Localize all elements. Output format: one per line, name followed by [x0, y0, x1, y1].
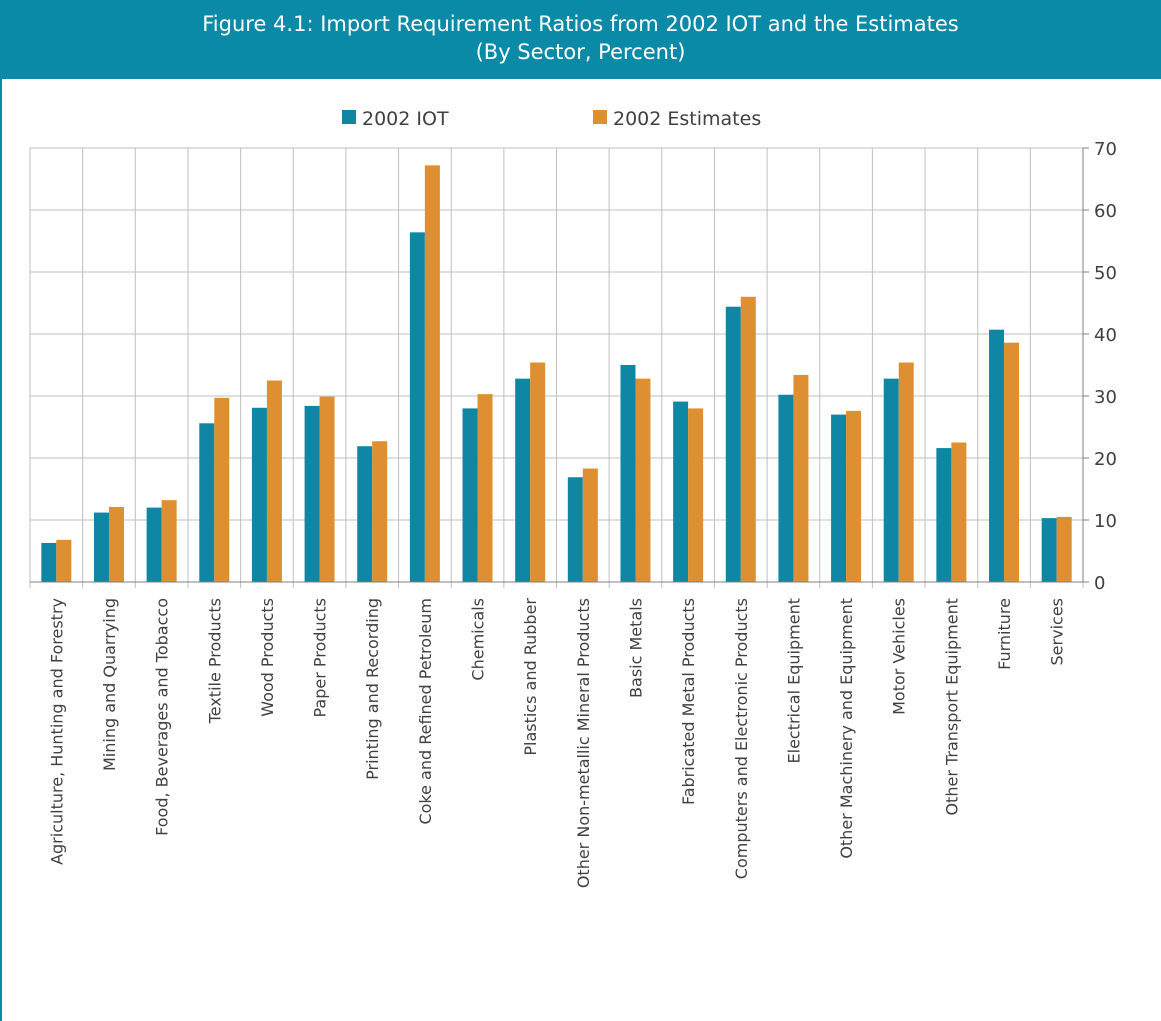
bar-2002-estimates [214, 397, 230, 582]
bar-2002-iot [462, 408, 478, 582]
figure-title: Figure 4.1: Import Requirement Ratios fr… [202, 12, 959, 36]
bar-2002-estimates [266, 380, 282, 582]
category-label: Basic Metals [626, 598, 645, 698]
category-label: Wood Products [258, 598, 277, 717]
bar-2002-iot [620, 365, 636, 582]
bar-2002-iot [673, 401, 689, 582]
bar-2002-iot [199, 423, 215, 582]
bar-2002-estimates [108, 506, 124, 582]
legend-label-iot: 2002 IOT [362, 108, 449, 130]
category-label: Paper Products [311, 598, 330, 717]
bar-2002-iot [251, 407, 267, 582]
y-tick-label: 30 [1094, 387, 1117, 408]
bar-2002-iot [1041, 518, 1057, 582]
legend-swatch-estimates [593, 110, 607, 124]
bar-2002-estimates [161, 500, 177, 582]
category-label: Agriculture, Hunting and Forestry [47, 598, 66, 865]
bar-2002-estimates [951, 442, 967, 582]
bar-2002-estimates [477, 394, 493, 582]
bar-2002-estimates [793, 374, 809, 582]
legend-swatch-iot [342, 110, 356, 124]
bar-2002-iot [936, 448, 952, 582]
category-label: Printing and Recording [363, 598, 382, 780]
y-tick-label: 50 [1094, 263, 1117, 284]
bar-2002-estimates [319, 396, 335, 582]
bar-2002-iot [883, 378, 899, 582]
bar-2002-estimates [424, 165, 440, 583]
legend: 2002 IOT 2002 Estimates [342, 108, 761, 130]
category-label: Coke and Refined Petroleum [416, 598, 435, 825]
category-label: Fabricated Metal Products [679, 598, 698, 805]
y-tick-label: 40 [1094, 325, 1117, 346]
category-label: Other Machinery and Equipment [837, 598, 856, 859]
category-label: Mining and Quarrying [100, 598, 119, 771]
bar-2002-iot [567, 477, 583, 582]
bar-2002-iot [357, 446, 373, 582]
y-tick-label: 60 [1094, 201, 1117, 222]
bar-2002-iot [409, 232, 425, 582]
figure-subtitle: (By Sector, Percent) [475, 40, 686, 64]
category-label: Other Non-metallic Mineral Products [574, 598, 593, 888]
category-label: Textile Products [205, 598, 224, 724]
bar-2002-iot [93, 512, 109, 582]
bar-2002-estimates [372, 441, 388, 582]
category-label: Plastics and Rubber [521, 598, 540, 756]
y-tick-label: 70 [1094, 139, 1117, 160]
bar-2002-estimates [1004, 342, 1020, 582]
category-label: Computers and Electronic Products [732, 598, 751, 879]
bars [41, 165, 1072, 583]
legend-label-estimates: 2002 Estimates [613, 108, 761, 130]
bar-2002-estimates [635, 378, 651, 582]
bar-2002-estimates [530, 362, 546, 582]
bar-2002-iot [989, 329, 1005, 582]
bar-2002-iot [515, 378, 531, 582]
frame-left-border [0, 79, 2, 1021]
bar-2002-estimates [688, 408, 704, 582]
category-label: Food, Beverages and Tobacco [153, 598, 172, 836]
bar-2002-iot [304, 405, 320, 582]
bar-2002-estimates [740, 296, 756, 582]
y-tick-label: 0 [1094, 573, 1105, 594]
category-label: Furniture [995, 598, 1014, 670]
category-label: Other Transport Equipment [942, 598, 961, 816]
y-tick-label: 20 [1094, 449, 1117, 470]
category-label: Chemicals [469, 598, 488, 681]
bar-2002-iot [41, 542, 57, 582]
bar-2002-iot [725, 306, 741, 582]
bar-2002-estimates [56, 539, 72, 582]
grid [29, 147, 1084, 588]
y-tick-label: 10 [1094, 511, 1117, 532]
figure-header: Figure 4.1: Import Requirement Ratios fr… [0, 0, 1161, 79]
category-label: Motor Vehicles [890, 598, 909, 715]
bar-2002-estimates [582, 468, 598, 582]
bar-2002-iot [831, 414, 847, 582]
axes: 0 10 20 30 40 50 60 70 Agriculture, Hunting and … [30, 139, 1117, 888]
category-label: Services [1048, 598, 1067, 665]
bar-2002-iot [146, 507, 162, 582]
bar-2002-iot [778, 394, 794, 582]
category-label: Electrical Equipment [784, 598, 803, 763]
bar-2002-estimates [846, 410, 862, 582]
bar-2002-estimates [898, 362, 914, 582]
bar-2002-estimates [1056, 516, 1072, 582]
